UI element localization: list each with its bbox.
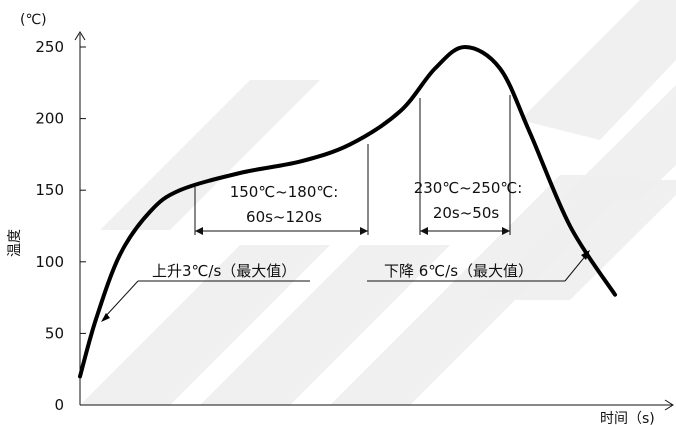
y-tick-label: 150 xyxy=(35,181,64,199)
axes xyxy=(74,31,674,411)
y-tick-label: 200 xyxy=(35,110,64,128)
reflow-label-time: 20s~50s xyxy=(433,204,500,222)
y-tick-label: 0 xyxy=(54,396,64,414)
watermark-band xyxy=(520,0,676,140)
y-ticks: 0 50 100 150 200 250 xyxy=(35,38,86,414)
ramp-up-label: 上升3℃/s（最大值） xyxy=(152,262,296,280)
soak-arrow-left xyxy=(195,227,203,235)
x-axis-title: 时间（s) xyxy=(600,411,655,425)
watermark-band xyxy=(100,80,320,230)
ramp-up-pointer xyxy=(103,280,139,319)
reflow-arrow-right xyxy=(502,227,510,235)
y-unit-label: (℃) xyxy=(20,12,47,28)
soak-arrow-right xyxy=(360,227,368,235)
reflow-label-range: 230℃~250℃: xyxy=(414,179,523,197)
y-tick-label: 100 xyxy=(35,253,64,271)
ramp-up-arrowhead xyxy=(101,313,110,322)
soak-label-range: 150℃~180℃: xyxy=(230,183,339,201)
y-axis-title: 温度 xyxy=(7,229,23,257)
x-axis-arrow xyxy=(664,399,674,411)
y-tick-label: 50 xyxy=(45,324,64,342)
reflow-arrow-left xyxy=(420,227,428,235)
annotations: 150℃~180℃: 60s~120s 230℃~250℃: 20s~50s 上升3℃/… xyxy=(101,95,590,322)
ramp-down-pointer xyxy=(564,253,588,282)
soak-label-time: 60s~120s xyxy=(246,208,322,226)
watermark xyxy=(80,0,676,405)
watermark-band xyxy=(200,245,450,405)
watermark-band xyxy=(80,245,330,405)
ramp-down-label: 下降 6℃/s（最大值） xyxy=(384,262,533,280)
y-axis-arrow xyxy=(74,31,86,41)
temperature-curve xyxy=(78,45,617,379)
y-tick-label: 250 xyxy=(35,38,64,56)
watermark-band xyxy=(560,85,676,200)
